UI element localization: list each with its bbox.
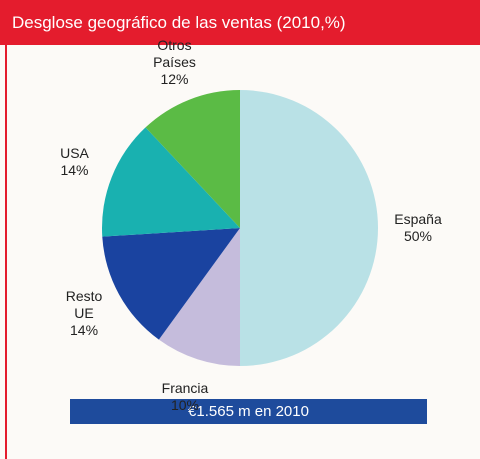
pie-slice (102, 228, 240, 340)
category-label: Francia (161, 380, 209, 397)
category-label: Otros Países (153, 36, 196, 70)
category-label: USA (60, 145, 89, 162)
category-label: Resto UE (65, 288, 103, 322)
pie-slice (158, 228, 240, 366)
slice-label: Resto UE 14% (47, 288, 121, 339)
border (5, 45, 7, 459)
value-label: 10% (170, 397, 199, 414)
value-label: 14% (60, 162, 89, 179)
slice-label: Otros Países 12% (137, 37, 211, 88)
chart-title: Desglose geográfico de las ventas (2010,… (0, 0, 480, 45)
pie-slice (240, 90, 378, 366)
footer-bar: €1.565 m en 2010 (70, 399, 427, 424)
value-label: 50% (403, 228, 433, 244)
pie-slice (145, 90, 240, 228)
pie-slice (102, 127, 240, 237)
category-label: España (394, 211, 442, 227)
value-label: 12% (160, 70, 189, 87)
slice-label: USA 14% (37, 145, 111, 179)
slice-label: España 50% (381, 211, 455, 245)
value-label: 14% (70, 322, 99, 339)
slice-label: Francia 10% (148, 380, 222, 414)
